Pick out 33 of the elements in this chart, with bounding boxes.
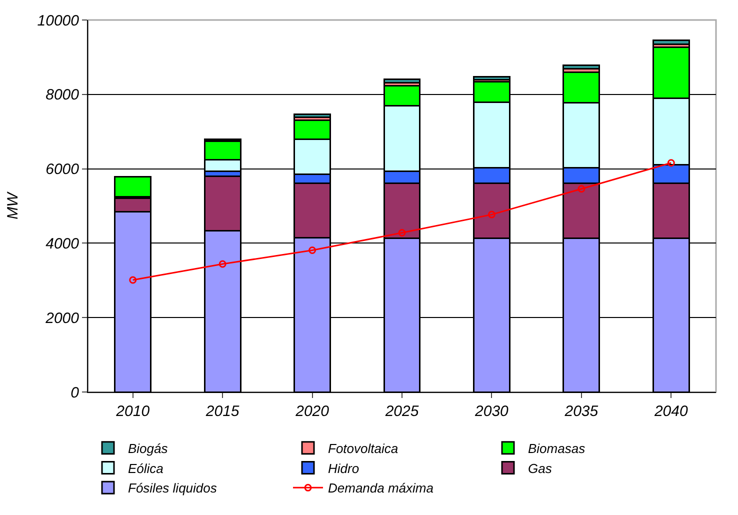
- legend-label: Biomasas: [528, 440, 586, 456]
- bar: [383, 78, 421, 84]
- legend-label: Hidro: [328, 460, 360, 476]
- y-tick-label: 0: [70, 384, 80, 402]
- legend-label: Gas: [528, 460, 552, 476]
- point: [578, 185, 586, 193]
- x-tick-label: 2040: [653, 403, 688, 420]
- point: [667, 159, 675, 167]
- legend-label: Fotovoltaica: [328, 440, 398, 456]
- y-tick-label: 8000: [46, 86, 80, 104]
- x-tick-label: 2020: [294, 403, 330, 420]
- bar: [294, 114, 331, 118]
- y-tick-label: 10000: [37, 12, 80, 30]
- point: [308, 246, 316, 254]
- x-tick-label: 2035: [564, 403, 599, 420]
- legend-label: Biogás: [128, 440, 168, 456]
- y-axis-title: MW: [4, 190, 22, 220]
- legend-label: Demanda máxima: [328, 480, 434, 496]
- y-tick-label: 2000: [44, 310, 80, 327]
- y-tick-label: 4000: [46, 235, 80, 252]
- legend-label: Eólica: [128, 460, 164, 476]
- y-tick-label: 6000: [46, 161, 80, 178]
- point: [129, 276, 137, 284]
- x-tick-label: 2015: [204, 403, 240, 420]
- point: [488, 210, 496, 218]
- point: [218, 260, 226, 268]
- point: [398, 229, 406, 237]
- x-tick-label: 2025: [384, 403, 420, 420]
- bar: [652, 40, 690, 45]
- x-tick-label: 2030: [474, 403, 510, 420]
- x-tick-label: 2010: [115, 403, 150, 420]
- legend-label: Fósiles liquidos: [128, 480, 218, 496]
- bar: [562, 64, 600, 70]
